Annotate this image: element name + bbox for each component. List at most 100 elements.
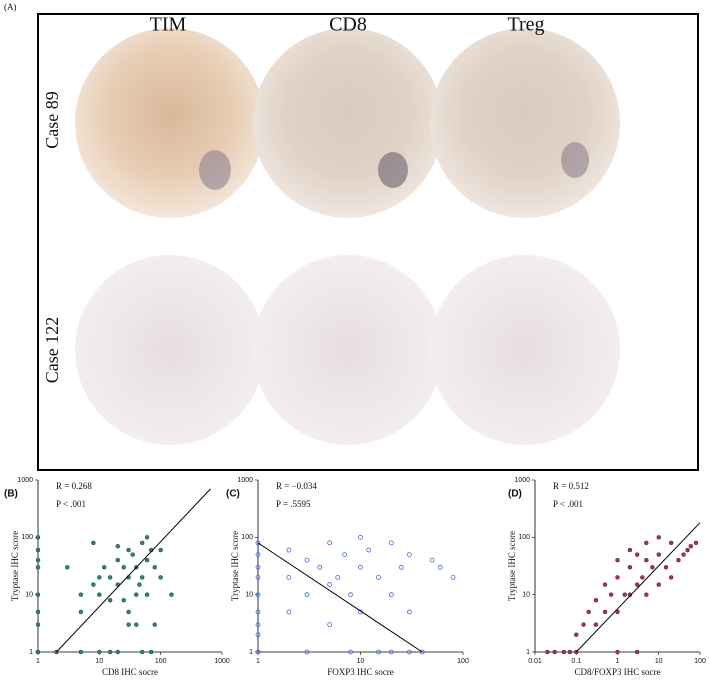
data-point [419,649,425,655]
data-point [101,565,107,570]
row-label: Case 89 [42,91,62,149]
data-point [91,540,96,546]
data-point [668,575,674,580]
data-point [255,649,261,655]
y-tick-label: 10 [25,592,33,599]
data-point [685,547,690,553]
data-point [407,609,412,615]
data-point [134,592,139,597]
data-point [358,564,363,570]
data-point [107,649,113,655]
data-point [134,622,139,627]
data-point [342,552,348,557]
y-tick-label: 100 [21,534,33,541]
x-tick-label: 0.01 [528,658,542,665]
x-axis-label: FOXP3 IHC socre [327,667,394,677]
x-tick-label: 10 [655,658,663,665]
data-point [140,540,145,546]
data-point [97,592,102,597]
data-point [615,557,620,563]
data-point [429,557,435,563]
data-point [286,575,292,580]
tissue-detail [378,152,408,188]
panel-label: (C) [226,489,240,500]
data-point [286,609,292,615]
data-point [126,547,131,553]
data-point [152,622,157,627]
y-tick-label: 10 [245,592,253,599]
panel-label: (B) [4,489,18,500]
data-point [644,592,649,597]
data-point [286,547,292,553]
data-point [169,592,174,597]
y-tick-label: 1000 [514,477,530,484]
data-point [327,582,333,587]
column-label: Treg [507,14,544,36]
data-point [35,592,41,597]
data-point [255,592,261,598]
data-point [152,565,157,570]
panel-label: (D) [508,489,522,500]
data-point [681,552,686,557]
trend-line [56,488,211,653]
data-point [688,544,694,549]
data-point [398,564,404,570]
y-tick-label: 1 [526,649,530,656]
data-point [304,592,310,598]
x-tick-label: 1000 [214,658,230,665]
data-point [97,575,102,580]
data-point [656,552,661,557]
data-point [35,622,41,627]
data-point [656,535,661,540]
data-point [255,564,261,570]
panel-frame [37,13,699,471]
tissue-image [253,28,443,218]
data-point [115,544,120,549]
data-point [35,547,41,553]
tissue-detail [199,150,231,190]
annotation: P < .001 [553,499,583,509]
data-point [545,649,550,655]
panel-label: (A) [4,2,17,12]
data-point [255,540,261,546]
y-tick-label: 1000 [237,477,253,484]
data-point [348,649,353,655]
data-point [126,622,131,627]
data-point [581,622,586,627]
y-tick-label: 1 [29,649,33,656]
x-tick-label: 10 [357,658,365,665]
annotation: R = −0.034 [276,481,317,491]
tissue-image [75,28,265,218]
data-point [615,575,620,580]
data-point [327,622,333,628]
data-point [407,552,412,557]
x-tick-label: 0.1 [571,658,581,665]
y-axis-label: Tryptase IHC score [230,531,240,601]
annotation: R = 0.268 [56,481,92,491]
y-axis-label: Tryptase IHC score [10,531,20,601]
data-point [78,609,84,615]
data-point [35,609,41,615]
y-tick-label: 1 [249,649,253,656]
data-point [615,649,620,655]
trend-line [257,542,423,653]
data-point [140,649,145,655]
data-point [35,535,41,540]
data-point [593,598,599,603]
y-tick-label: 1000 [17,477,33,484]
data-point [602,609,608,615]
data-point [144,592,150,597]
data-point [121,565,126,570]
x-tick-label: 10 [95,658,103,665]
data-point [140,575,145,580]
data-point [137,582,142,587]
data-point [388,592,394,598]
data-point [255,632,261,638]
data-point [608,592,614,597]
data-point [574,632,579,637]
data-point [255,609,261,615]
data-point [615,609,620,615]
data-point [304,649,310,655]
tissue-image [253,255,443,445]
data-point [121,598,126,603]
